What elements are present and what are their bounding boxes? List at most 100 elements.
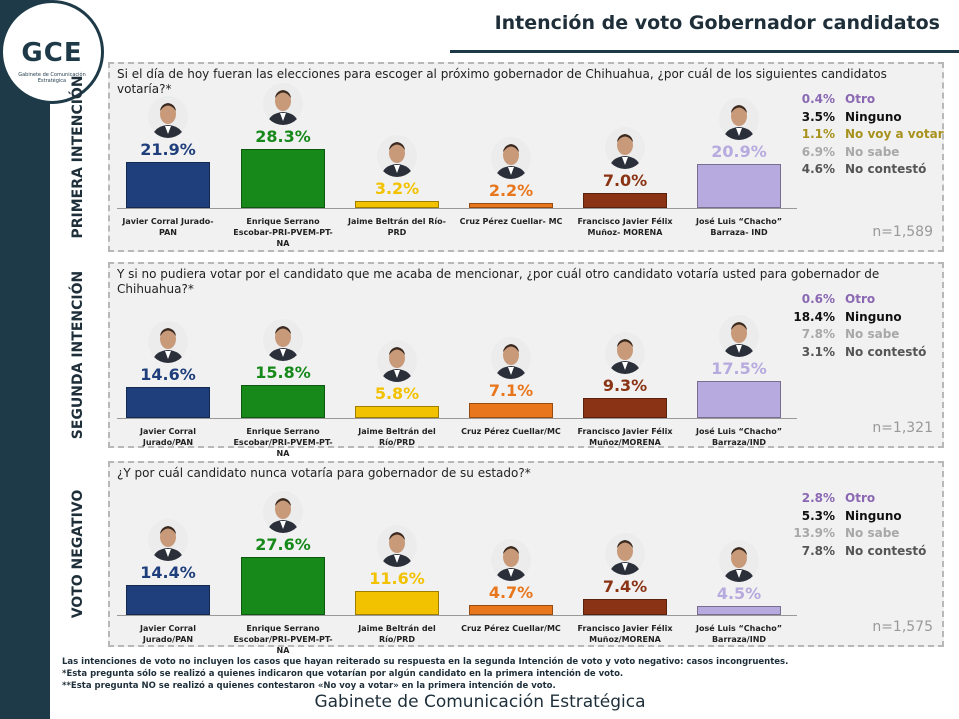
baseline [117, 615, 797, 616]
other-value: 4.6% [801, 162, 835, 176]
candidate-photo [377, 135, 417, 178]
section-label: SEGUNDA INTENCIÓN [70, 270, 86, 440]
photo-figure [609, 540, 641, 576]
candidate-photo [263, 318, 303, 361]
bar [469, 605, 553, 615]
other-value: 5.3% [801, 508, 835, 523]
value-label: 14.6% [140, 365, 196, 385]
other-label: Otro [845, 491, 876, 505]
photo-figure [723, 546, 755, 582]
other-label: No sabe [845, 144, 900, 159]
footnote: *Esta pregunta sólo se realizó a quienes… [62, 669, 624, 679]
title-rule [450, 50, 959, 53]
bar [697, 605, 781, 615]
value-label: 11.6% [369, 568, 425, 588]
candidate-name: Jaime Beltrán del Río/PRD [358, 624, 436, 644]
value-label: 14.4% [140, 562, 196, 582]
other-label: No sabe [845, 526, 900, 540]
other-value: 0.4% [801, 92, 835, 106]
bar [126, 162, 210, 208]
candidate-photo [491, 137, 531, 180]
value-label: 20.9% [711, 142, 767, 162]
candidate-name: Enrique Serrano Escobar/PRI-PVEM-PT-NA [233, 624, 333, 655]
photo-figure [723, 322, 755, 358]
candidate-photo [263, 491, 303, 534]
logo-text: GCE [21, 38, 83, 68]
candidate-name: Javier Corral Jurado/PAN [140, 427, 196, 447]
bar [355, 201, 439, 208]
bar [583, 398, 667, 418]
candidate-name: José Luis “Chacho” Barraza/IND [696, 427, 782, 447]
candidate-photo [605, 533, 645, 576]
other-label: No contestó [845, 162, 927, 176]
page-title: Intención de voto Gobernador candidatos [494, 12, 940, 34]
candidate-name: Cruz Pérez Cuellar- MC [459, 217, 563, 226]
logo [0, 0, 104, 104]
candidate-name: Jaime Beltrán del Río/PRD [358, 427, 436, 447]
candidate-photo [148, 96, 188, 138]
value-label: 5.8% [374, 383, 420, 403]
photo-figure [495, 144, 527, 180]
other-value: 18.4% [793, 309, 835, 324]
candidate-photo [377, 339, 417, 382]
candidate-photo [263, 82, 303, 125]
bar [126, 584, 210, 615]
photo-figure [152, 328, 184, 364]
baseline [117, 418, 797, 419]
other-label: Ninguno [845, 508, 902, 523]
photo-figure [609, 134, 641, 170]
value-label: 2.2% [488, 181, 534, 201]
other-label: Otro [845, 92, 876, 106]
photo-figure [723, 105, 755, 141]
other-value: 3.1% [801, 344, 835, 359]
bar [355, 405, 439, 418]
other-label: Ninguno [845, 309, 902, 324]
photo-figure [495, 546, 527, 582]
candidate-photo [605, 127, 645, 170]
candidate-photo [719, 539, 759, 582]
photo-figure [152, 103, 184, 138]
other-value: 1.1% [801, 127, 835, 141]
value-label: 7.1% [488, 381, 534, 401]
photo-figure [381, 531, 413, 567]
photo-figure [267, 325, 299, 361]
candidate-name: Cruz Pérez Cuellar/MC [461, 427, 561, 436]
other-label: No contestó [845, 543, 927, 558]
other-label: No contestó [845, 344, 927, 359]
value-label: 28.3% [255, 126, 311, 146]
baseline [117, 208, 797, 209]
bar [697, 164, 781, 208]
photo-figure [381, 346, 413, 382]
candidate-photo [491, 337, 531, 380]
logo-subtitle: Gabinete de Comunicación Estratégica [18, 72, 86, 84]
other-value: 2.8% [801, 491, 835, 505]
bar [469, 203, 553, 208]
candidate-name: Javier Corral Jurado/PAN [140, 624, 196, 644]
candidate-name: Francisco Javier Félix Muñoz/MORENA [577, 427, 673, 447]
bar [241, 557, 325, 615]
photo-figure [267, 498, 299, 534]
photo-figure [609, 339, 641, 375]
question: Si el día de hoy fueran las elecciones p… [117, 67, 887, 96]
candidate-photo [377, 524, 417, 567]
value-label: 4.5% [716, 583, 762, 603]
candidate-name: José Luis “Chacho” Barraza- IND [696, 217, 782, 237]
candidate-name: Enrique Serrano Escobar/PRI-PVEM-PT-NA [233, 427, 333, 458]
candidate-photo [605, 332, 645, 375]
sample-size: n=1,321 [872, 420, 933, 436]
value-label: 17.5% [711, 359, 767, 379]
other-value: 0.6% [801, 292, 835, 306]
other-value: 7.8% [801, 543, 835, 558]
photo-figure [267, 89, 299, 125]
section-label: VOTO NEGATIVO [70, 489, 86, 619]
photo-figure [381, 142, 413, 178]
candidate-name: Francisco Javier Félix Muñoz/MORENA [577, 624, 673, 644]
footer: Gabinete de Comunicación Estratégica [314, 692, 646, 712]
other-label: No voy a votar [845, 127, 944, 141]
other-label: No sabe [845, 327, 900, 341]
candidate-photo [719, 315, 759, 358]
other-value: 3.5% [801, 109, 835, 124]
other-value: 6.9% [801, 144, 835, 159]
bar [469, 403, 553, 418]
